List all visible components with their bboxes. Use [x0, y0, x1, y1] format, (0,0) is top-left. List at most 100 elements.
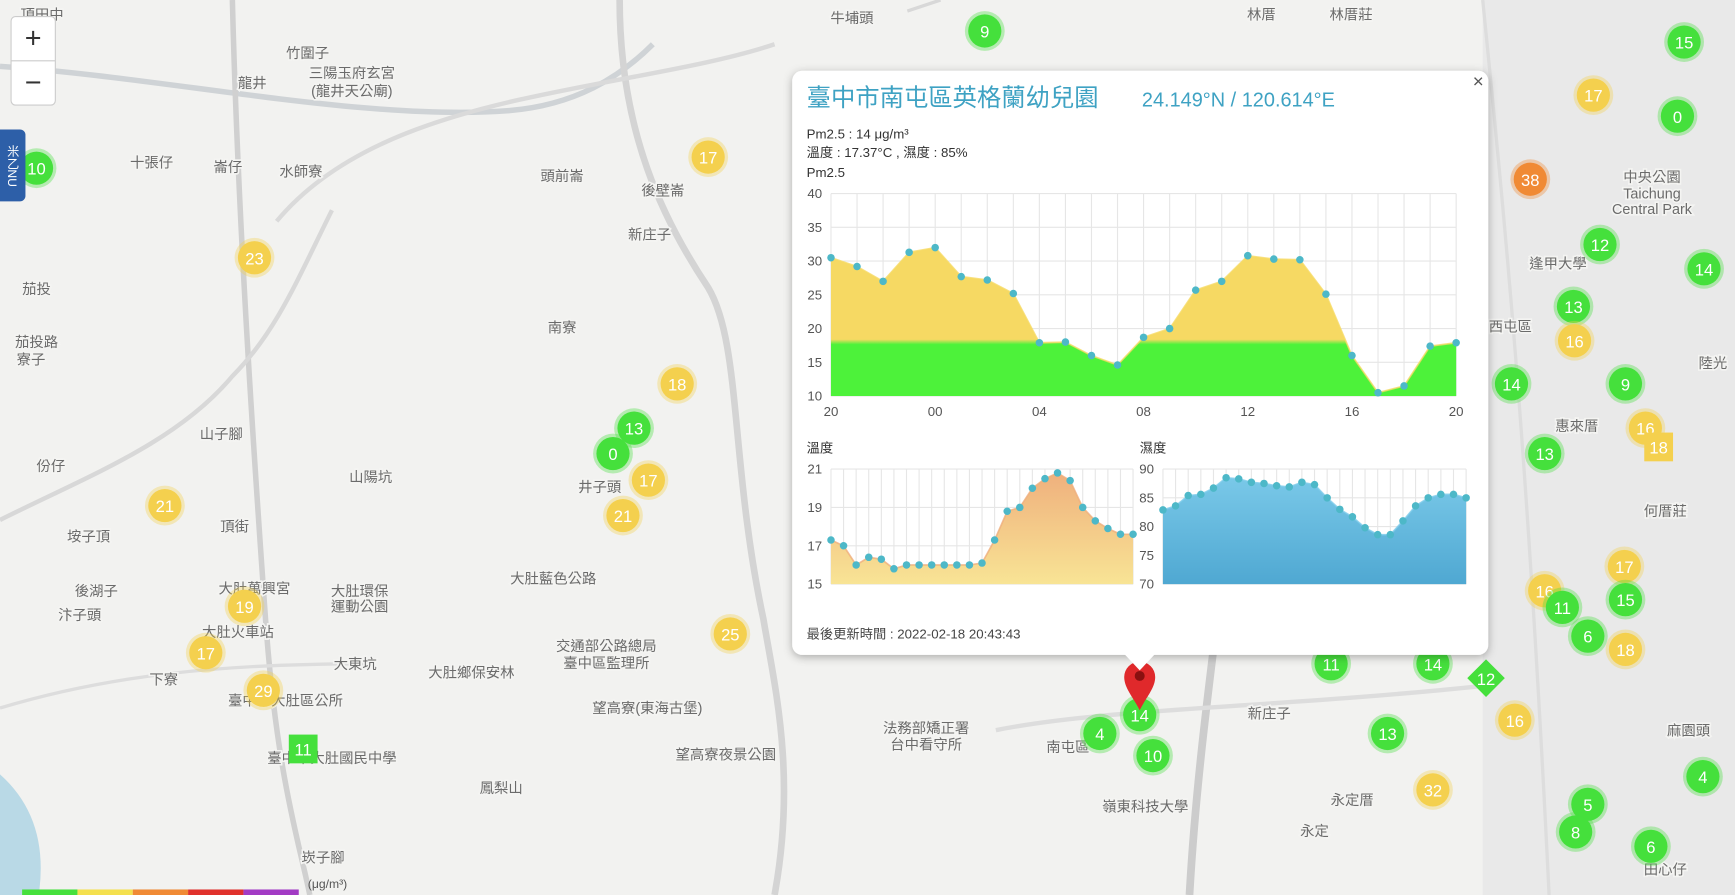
- marker-label[interactable]: 11: [1323, 655, 1340, 674]
- marker-label[interactable]: 16: [1535, 582, 1553, 601]
- marker-shape[interactable]: [691, 140, 725, 174]
- marker[interactable]: 10: [1133, 735, 1173, 776]
- marker-shape[interactable]: [1123, 698, 1157, 732]
- marker-label[interactable]: 23: [245, 249, 263, 268]
- marker-shape[interactable]: [288, 734, 318, 764]
- marker[interactable]: 6: [1630, 826, 1671, 867]
- marker[interactable]: 0: [593, 433, 633, 474]
- marker[interactable]: 15: [1664, 22, 1705, 62]
- marker-shape[interactable]: [148, 488, 182, 523]
- marker-label[interactable]: 21: [614, 507, 632, 526]
- marker-shape[interactable]: [1494, 367, 1529, 401]
- marker-label[interactable]: 9: [980, 23, 989, 42]
- marker[interactable]: 21: [144, 485, 185, 526]
- marker-shape[interactable]: [1660, 99, 1695, 133]
- marker[interactable]: 11: [1542, 587, 1583, 628]
- marker-shape[interactable]: [1667, 25, 1701, 59]
- marker-shape[interactable]: [1571, 787, 1605, 821]
- zoom-in[interactable]: +: [25, 23, 42, 55]
- marker-shape[interactable]: [1576, 78, 1610, 112]
- marker-label[interactable]: 9: [1621, 375, 1630, 394]
- marker-label[interactable]: 13: [1378, 725, 1396, 744]
- marker-label[interactable]: 17: [639, 472, 657, 491]
- marker-shape[interactable]: [631, 463, 666, 497]
- marker-shape[interactable]: [1634, 829, 1668, 863]
- marker[interactable]: 13: [614, 408, 654, 449]
- side-tab[interactable]: 米乙NU: [0, 129, 26, 202]
- marker[interactable]: 17: [628, 460, 669, 501]
- marker[interactable]: 8: [1555, 812, 1596, 852]
- marker-label[interactable]: 16: [1506, 712, 1524, 731]
- marker-shape[interactable]: [968, 14, 1002, 48]
- marker[interactable]: 5: [1567, 784, 1608, 825]
- marker-shape[interactable]: [1416, 647, 1450, 681]
- marker-label[interactable]: 5: [1583, 796, 1592, 815]
- marker-shape[interactable]: [606, 498, 640, 533]
- marker-label[interactable]: 38: [1521, 171, 1539, 190]
- marker-label[interactable]: 0: [608, 445, 617, 464]
- marker-label[interactable]: 13: [1564, 298, 1582, 317]
- marker[interactable]: 10: [16, 148, 57, 189]
- marker[interactable]: 16: [1494, 700, 1535, 741]
- marker-label[interactable]: 4: [1095, 725, 1104, 744]
- marker[interactable]: 17: [1573, 75, 1614, 116]
- marker[interactable]: 9: [964, 11, 1005, 51]
- marker-shape[interactable]: [227, 589, 262, 623]
- marker-label[interactable]: 16: [1565, 332, 1583, 351]
- marker-shape[interactable]: [1608, 367, 1643, 401]
- marker[interactable]: 15: [1605, 579, 1646, 620]
- marker-label[interactable]: 18: [668, 375, 686, 394]
- marker-shape[interactable]: [246, 673, 280, 707]
- marker-shape[interactable]: [1559, 815, 1593, 849]
- marker[interactable]: 17: [1604, 546, 1645, 587]
- marker[interactable]: 21: [603, 495, 643, 536]
- marker-shape[interactable]: [1607, 549, 1641, 584]
- marker-shape[interactable]: [713, 617, 747, 651]
- marker-label[interactable]: 17: [699, 149, 717, 168]
- marker-label[interactable]: 4: [1698, 768, 1707, 787]
- marker[interactable]: 14: [1684, 248, 1724, 289]
- marker-label[interactable]: 12: [1591, 236, 1609, 255]
- marker-label[interactable]: 14: [1424, 655, 1442, 674]
- marker[interactable]: 17: [185, 632, 226, 673]
- marker[interactable]: 23: [234, 237, 275, 278]
- marker-shape[interactable]: [1583, 227, 1617, 262]
- marker-shape[interactable]: [1136, 739, 1170, 773]
- close-button[interactable]: ×: [1473, 70, 1484, 91]
- marker[interactable]: 13: [1367, 713, 1408, 754]
- marker-shape[interactable]: [1571, 619, 1605, 653]
- marker[interactable]: 11: [288, 734, 318, 764]
- marker-shape[interactable]: [1608, 632, 1643, 666]
- side-tab-text[interactable]: 米乙NU: [5, 145, 19, 187]
- marker-shape[interactable]: [1687, 252, 1721, 286]
- marker-shape[interactable]: [1498, 703, 1532, 737]
- marker-shape[interactable]: [1545, 590, 1579, 624]
- marker-shape[interactable]: [1608, 583, 1643, 617]
- marker[interactable]: 0: [1657, 96, 1698, 137]
- marker-shape[interactable]: [237, 241, 272, 275]
- marker-label[interactable]: 8: [1571, 824, 1580, 843]
- marker-shape[interactable]: [19, 151, 54, 185]
- marker-label[interactable]: 17: [1615, 558, 1633, 577]
- marker-shape[interactable]: [189, 636, 223, 670]
- marker-shape[interactable]: [1556, 289, 1591, 324]
- marker-label[interactable]: 6: [1583, 628, 1592, 647]
- marker-label[interactable]: 10: [1144, 747, 1162, 766]
- marker-shape[interactable]: [1528, 436, 1562, 471]
- marker[interactable]: 19: [224, 586, 265, 627]
- marker-label[interactable]: 12: [1477, 670, 1495, 689]
- marker-label[interactable]: 15: [1616, 591, 1634, 610]
- marker-label[interactable]: 32: [1424, 782, 1442, 801]
- marker-label[interactable]: 17: [1584, 87, 1602, 106]
- marker-label[interactable]: 11: [295, 741, 312, 760]
- marker-label[interactable]: 18: [1616, 641, 1634, 660]
- marker-shape[interactable]: [1557, 324, 1592, 358]
- marker[interactable]: 9: [1605, 363, 1646, 404]
- marker-shape[interactable]: [596, 436, 630, 471]
- marker-label[interactable]: 25: [721, 626, 739, 645]
- marker-label[interactable]: 14: [1130, 706, 1148, 725]
- marker[interactable]: 29: [243, 670, 284, 711]
- marker[interactable]: 12: [1580, 224, 1620, 265]
- marker-label[interactable]: 21: [156, 497, 174, 516]
- zoom-out[interactable]: −: [25, 67, 42, 99]
